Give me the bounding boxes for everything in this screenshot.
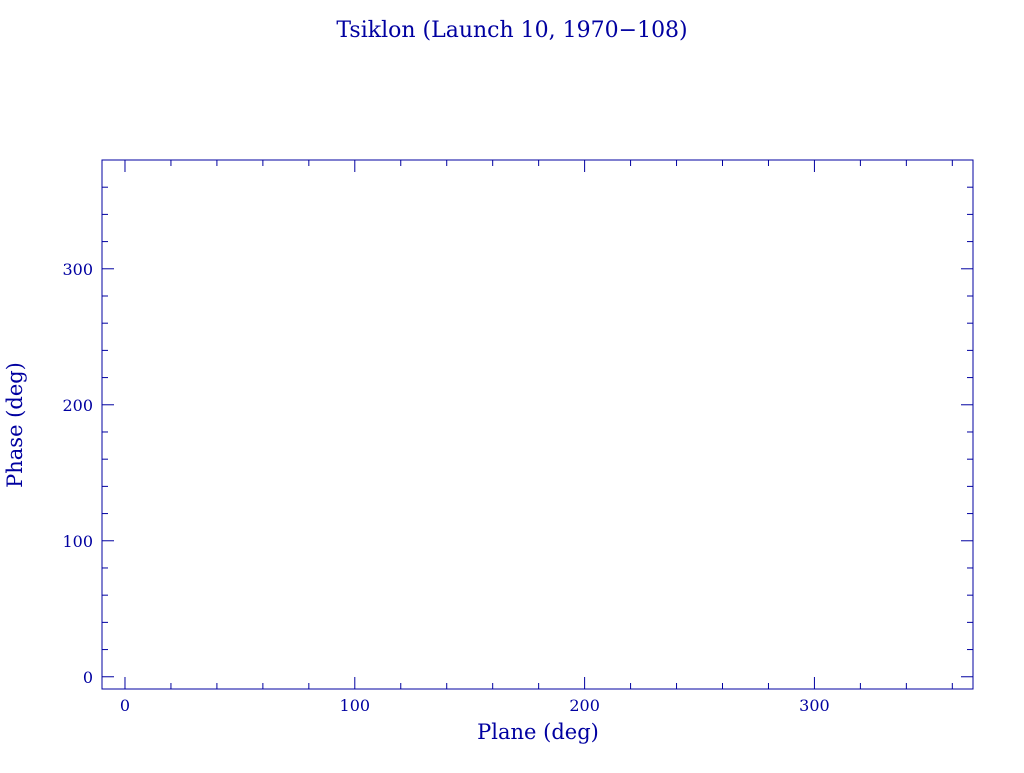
- x-tick-label: 100: [340, 696, 371, 715]
- chart-title: Tsiklon (Launch 10, 1970−108): [336, 18, 687, 43]
- y-tick-label: 0: [83, 668, 93, 687]
- axis-ticks: [102, 159, 973, 689]
- tick-labels: 0 100 200 300 0 100 200 300: [62, 260, 829, 715]
- y-tick-label: 100: [62, 532, 93, 551]
- y-tick-label: 200: [62, 396, 93, 415]
- x-tick-label: 200: [569, 696, 600, 715]
- y-tick-label: 300: [62, 260, 93, 279]
- x-tick-label: 300: [799, 696, 830, 715]
- y-axis-label: Phase (deg): [3, 362, 27, 488]
- plot-frame: [101, 159, 974, 690]
- x-axis-label: Plane (deg): [477, 720, 599, 744]
- x-tick-label: 0: [120, 696, 130, 715]
